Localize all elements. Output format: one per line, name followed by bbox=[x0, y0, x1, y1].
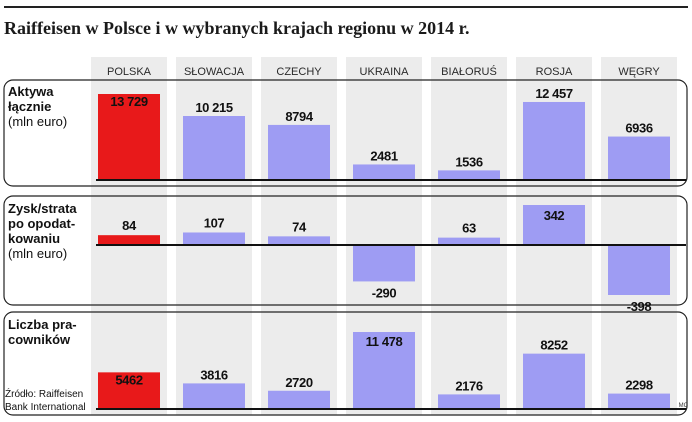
panel-0-bar-6 bbox=[608, 136, 670, 180]
panel-2-bar-2 bbox=[268, 390, 330, 409]
panel-2-value-label-2: 2720 bbox=[285, 375, 312, 390]
panel-2-bar-4 bbox=[438, 394, 500, 409]
panel-0-value-label-1: 10 215 bbox=[195, 100, 233, 115]
panel-0-bar-4 bbox=[438, 170, 500, 180]
panel-1-bar-2 bbox=[268, 236, 330, 245]
category-header-3: UKRAINA bbox=[360, 66, 410, 78]
panel-2-value-label-1: 3816 bbox=[200, 367, 227, 382]
panel-1-value-label-3: -290 bbox=[372, 285, 397, 300]
source-line-1: Źródło: Raiffeisen bbox=[5, 387, 83, 400]
panel-1-value-label-5: 342 bbox=[544, 208, 565, 223]
panel-0-unit-line-0: (mln euro) bbox=[8, 114, 67, 129]
panel-0-value-label-5: 12 457 bbox=[535, 86, 573, 101]
panel-0-label-line-0: Aktywa bbox=[8, 84, 54, 99]
panel-1-frame bbox=[3, 195, 688, 306]
panel-0-bar-3 bbox=[353, 164, 415, 180]
panel-1-bar-6 bbox=[608, 245, 670, 295]
top-rule bbox=[4, 6, 688, 8]
panel-1-bar-5 bbox=[523, 205, 585, 245]
panel-1-bar-1 bbox=[183, 232, 245, 245]
panel-1-bar-3 bbox=[353, 245, 415, 282]
panel-2-label-line-0: Liczba pra- bbox=[8, 317, 77, 332]
panel-0-bar-0 bbox=[98, 94, 160, 180]
category-header-4: BIAŁORUŚ bbox=[441, 65, 497, 78]
panel-1-label-line-2: kowaniu bbox=[8, 231, 60, 246]
panel-1-value-label-1: 107 bbox=[204, 215, 225, 230]
panel-2-bar-0 bbox=[98, 372, 160, 409]
panel-0-value-label-3: 2481 bbox=[370, 148, 397, 163]
panel-2-frame bbox=[3, 311, 688, 416]
panel-0-frame bbox=[3, 79, 688, 187]
panel-1-label-line-1: po opodat- bbox=[8, 216, 75, 231]
column-background-2 bbox=[261, 57, 337, 415]
credit-mark: MC bbox=[679, 403, 689, 409]
panel-2-bar-3 bbox=[353, 332, 415, 409]
panel-2-value-label-5: 8252 bbox=[540, 338, 567, 353]
category-header-2: CZECHY bbox=[276, 66, 322, 78]
panel-1-unit-line-0: (mln euro) bbox=[8, 246, 67, 261]
panel-1-label-line-0: Zysk/strata bbox=[8, 201, 77, 216]
column-background-6 bbox=[601, 57, 677, 415]
panel-0-value-label-0: 13 729 bbox=[110, 94, 148, 109]
panel-0-bar-2 bbox=[268, 124, 330, 180]
source-line-2: Bank International bbox=[5, 402, 86, 413]
chart-title: Raiffeisen w Polsce i w wybranych krajac… bbox=[4, 18, 470, 38]
panel-2-value-label-4: 2176 bbox=[455, 378, 482, 393]
panel-2-value-label-0: 5462 bbox=[115, 372, 142, 387]
category-header-0: POLSKA bbox=[107, 66, 152, 78]
category-header-6: WĘGRY bbox=[618, 66, 660, 78]
panel-0-bar-5 bbox=[523, 101, 585, 180]
panel-2-bar-6 bbox=[608, 393, 670, 409]
category-header-1: SŁOWACJA bbox=[184, 66, 245, 78]
panel-2-label-line-1: cowników bbox=[8, 332, 71, 347]
panel-2-value-label-6: 2298 bbox=[625, 378, 652, 393]
category-header-5: ROSJA bbox=[536, 66, 573, 78]
panel-1-value-label-4: 63 bbox=[462, 221, 476, 236]
column-background-4 bbox=[431, 57, 507, 415]
panel-1-value-label-6: -398 bbox=[627, 299, 652, 314]
panel-1-value-label-2: 74 bbox=[292, 219, 307, 234]
panel-1-value-label-0: 84 bbox=[122, 218, 137, 233]
panel-0-value-label-4: 1536 bbox=[455, 154, 482, 169]
panel-2-bar-5 bbox=[523, 353, 585, 409]
panel-1-bar-4 bbox=[438, 237, 500, 245]
panel-2-bar-1 bbox=[183, 383, 245, 409]
panel-0-bar-1 bbox=[183, 116, 245, 180]
panel-0-value-label-6: 6936 bbox=[625, 121, 652, 136]
panel-0-label-line-1: łącznie bbox=[8, 99, 51, 114]
panel-2-value-label-3: 11 478 bbox=[366, 334, 403, 349]
panel-0-value-label-2: 8794 bbox=[285, 109, 313, 124]
panel-1-bar-0 bbox=[98, 235, 160, 245]
